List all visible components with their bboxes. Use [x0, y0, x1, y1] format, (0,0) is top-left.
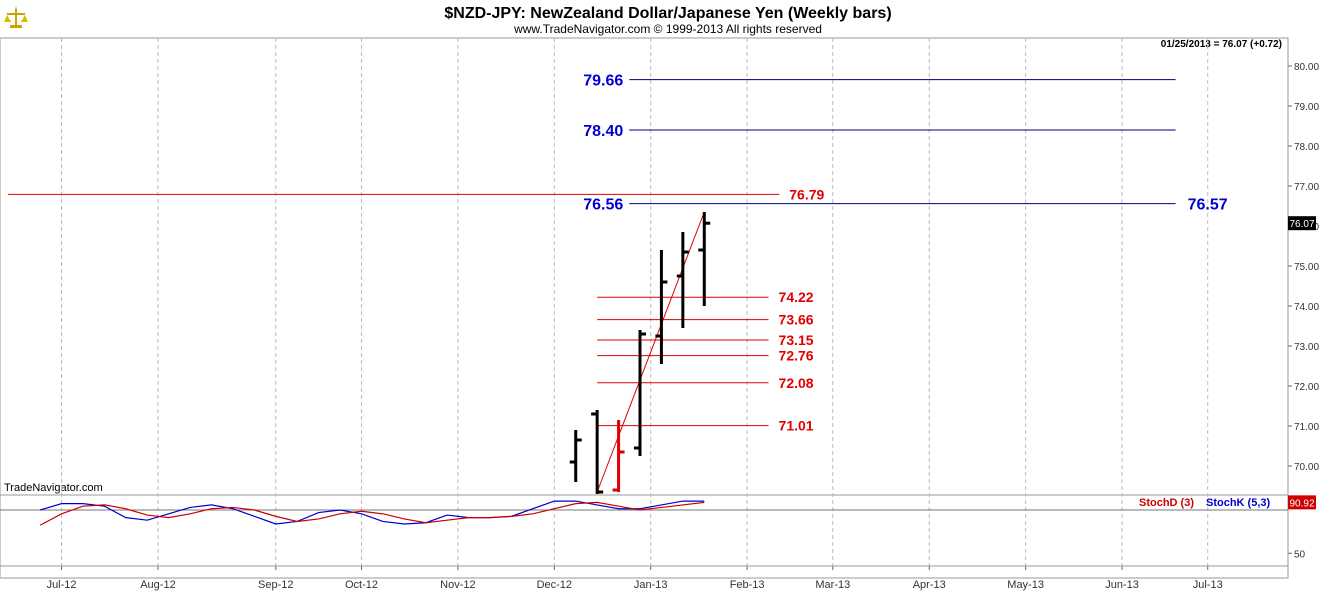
logo-icon: [4, 4, 28, 30]
y-tick-label: 70.00: [1294, 462, 1319, 473]
retracement-label-3: 72.76: [779, 348, 814, 364]
resistance-label-0: 79.66: [583, 73, 623, 90]
stoch-last-label: 90.92: [1289, 498, 1314, 509]
x-tick-label: Nov-12: [440, 579, 475, 591]
last-price-label: 76.07: [1289, 219, 1314, 230]
y-tick-label: 73.00: [1294, 342, 1319, 353]
retracement-label-5: 71.01: [779, 418, 814, 434]
ohlc-bar-3: [634, 330, 646, 456]
y-tick-label: 74.00: [1294, 302, 1319, 313]
x-tick-label: Jul-13: [1193, 579, 1223, 591]
ohlc-bar-2: [612, 420, 625, 492]
y-tick-label: 72.00: [1294, 382, 1319, 393]
x-tick-label: Mar-13: [815, 579, 850, 591]
y-tick-label: 80.00: [1294, 62, 1319, 73]
retracement-label-4: 72.08: [779, 375, 814, 391]
plot-frame: [0, 37, 1289, 579]
ohlc-bar-1: [591, 410, 604, 494]
stoch-last-tag: 90.92: [1288, 495, 1316, 510]
resistance-right-label: 76.57: [1188, 197, 1228, 214]
trend-line: [596, 211, 705, 493]
horizontal-line-label: 76.79: [789, 186, 824, 202]
retracement-label-0: 74.22: [779, 289, 814, 305]
vertical-grid: [61, 38, 1209, 566]
x-tick-label: Oct-12: [345, 579, 378, 591]
x-tick-label: Jan-13: [634, 579, 668, 591]
ohlc-bar-4: [655, 250, 668, 364]
x-tick-label: Jul-12: [47, 579, 77, 591]
stochastic-panel: 50: [0, 500, 1306, 560]
y-tick-label: 75.00: [1294, 262, 1319, 273]
x-tick-label: Dec-12: [537, 579, 572, 591]
resistance-label-1: 78.40: [583, 123, 623, 140]
retracement-label-1: 73.66: [779, 312, 814, 328]
stoch-k-line: [39, 500, 705, 525]
x-tick-label: Feb-13: [730, 579, 765, 591]
stoch-y-tick-label: 50: [1294, 549, 1306, 560]
last-price-tag: 76.07: [1288, 216, 1316, 231]
x-tick-label: Apr-13: [913, 579, 946, 591]
price-readout: 01/25/2013 = 76.07 (+0.72): [1161, 39, 1282, 50]
ohlc-bar-5: [676, 232, 689, 328]
ohlc-bar-6: [698, 212, 711, 306]
price-levels: 76.79 79.66 78.40 76.56 76.57 74.22 73.66 73.15…: [8, 73, 1228, 493]
watermark-text: TradeNavigator.com: [4, 482, 103, 494]
legend-stoch-k: StochK (5,3): [1206, 497, 1271, 509]
x-tick-label: Sep-12: [258, 579, 293, 591]
time-axis-ticks: Jul-12 Aug-12 Sep-12 Oct-12 Nov-12 Dec-12 Jan-…: [0, 565, 1288, 591]
legend-stoch-d: StochD (3): [1139, 497, 1194, 509]
price-axis-ticks: 80.0079.0078.0077.0076.0075.0074.0073.00…: [1288, 62, 1319, 473]
stoch-d-line: [39, 501, 705, 526]
ohlc-bar-0: [569, 430, 582, 482]
y-tick-label: 71.00: [1294, 422, 1319, 433]
retracement-label-2: 73.15: [779, 332, 814, 348]
y-tick-label: 79.00: [1294, 102, 1319, 113]
x-tick-label: Aug-12: [140, 579, 175, 591]
chart-title: $NZD-JPY: NewZealand Dollar/Japanese Yen…: [444, 5, 891, 22]
resistance-label-2: 76.56: [583, 197, 623, 214]
x-tick-label: May-13: [1007, 579, 1044, 591]
y-tick-label: 78.00: [1294, 142, 1319, 153]
copyright-text: www.TradeNavigator.com © 1999-2013 All r…: [513, 22, 822, 36]
price-bars: [569, 212, 711, 494]
y-tick-label: 77.00: [1294, 182, 1319, 193]
x-tick-label: Jun-13: [1105, 579, 1139, 591]
